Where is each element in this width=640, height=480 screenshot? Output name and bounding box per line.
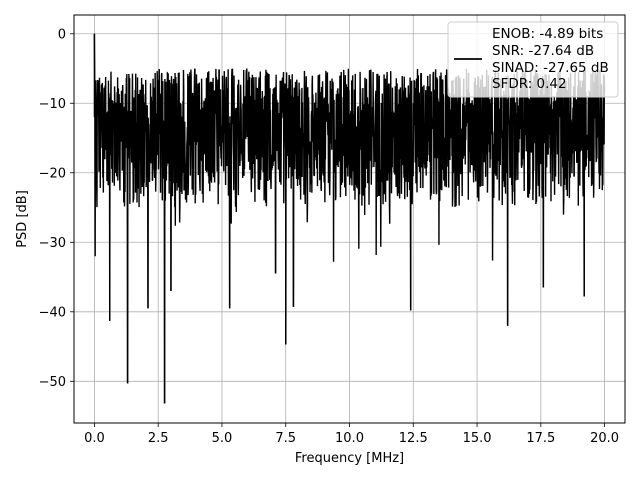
x-tick-label: 17.5 bbox=[526, 431, 555, 446]
x-tick-label: 12.5 bbox=[399, 431, 428, 446]
y-tick-label: −20 bbox=[39, 166, 66, 181]
x-tick-label: 20.0 bbox=[590, 431, 619, 446]
legend-entry-enob: ENOB: -4.89 bits bbox=[492, 26, 603, 42]
y-axis-label: PSD [dB] bbox=[15, 190, 30, 248]
legend-entry-snr: SNR: -27.64 dB bbox=[492, 43, 594, 59]
y-axis-ticks: 0 −10 −20 −30 −40 −50 bbox=[39, 27, 74, 390]
x-tick-label: 2.5 bbox=[148, 431, 169, 446]
y-tick-label: −30 bbox=[39, 236, 66, 251]
legend: ENOB: -4.89 bits SNR: -27.64 dB SINAD: -… bbox=[447, 21, 619, 98]
x-tick-label: 10.0 bbox=[335, 431, 364, 446]
psd-series bbox=[93, 33, 606, 404]
y-tick-label: 0 bbox=[58, 27, 66, 42]
y-tick-label: −50 bbox=[39, 375, 66, 390]
legend-entry-sinad: SINAD: -27.65 dB bbox=[492, 60, 609, 76]
x-axis-ticks: 0.0 2.5 5.0 7.5 10.0 12.5 15.0 17.5 20.0 bbox=[84, 423, 619, 446]
psd-trace bbox=[93, 33, 606, 404]
y-tick-label: −10 bbox=[39, 97, 66, 112]
x-tick-label: 7.5 bbox=[275, 431, 296, 446]
x-tick-label: 0.0 bbox=[84, 431, 105, 446]
legend-entry-sfdr: SFDR: 0.42 bbox=[492, 76, 567, 92]
y-tick-label: −40 bbox=[39, 305, 66, 320]
x-tick-label: 5.0 bbox=[212, 431, 233, 446]
x-axis-label: Frequency [MHz] bbox=[295, 451, 404, 466]
x-tick-label: 15.0 bbox=[463, 431, 492, 446]
legend-box bbox=[447, 21, 619, 98]
